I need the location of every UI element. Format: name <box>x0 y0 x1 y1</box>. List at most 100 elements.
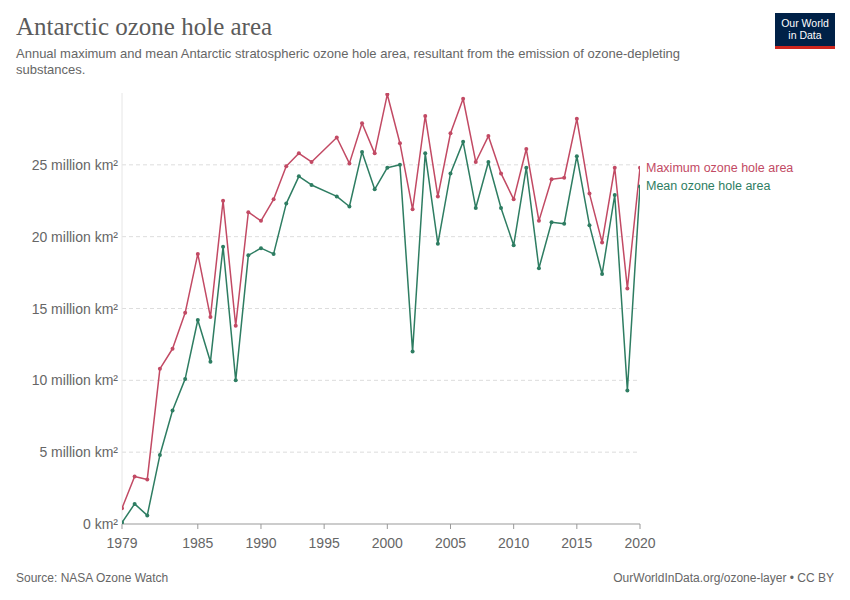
x-tick-label: 1985 <box>182 535 213 551</box>
logo-text: in Data <box>788 29 821 41</box>
y-axis: 0 km²5 million km²10 million km²15 milli… <box>32 93 640 532</box>
series-point <box>234 378 238 382</box>
source: Source: NASA Ozone Watch <box>16 571 168 585</box>
series-point <box>158 367 162 371</box>
series-point <box>272 197 276 201</box>
series-point <box>398 141 402 145</box>
chart: Antarctic ozone hole areaAnnual maximum … <box>0 0 850 600</box>
series-point <box>625 286 629 290</box>
series-point <box>133 475 137 479</box>
x-tick-label: 2005 <box>435 535 466 551</box>
series-point <box>486 160 490 164</box>
series-point <box>385 166 389 170</box>
series-point <box>347 204 351 208</box>
series-point <box>562 176 566 180</box>
y-axis-line <box>122 93 123 524</box>
series-line <box>122 142 640 523</box>
series-point <box>196 318 200 322</box>
series-point <box>613 193 617 197</box>
logo-stripe <box>775 46 835 49</box>
series-point <box>259 246 263 250</box>
series-point <box>385 93 389 96</box>
series-point <box>246 210 250 214</box>
grid-line <box>122 164 640 165</box>
credit: OurWorldInData.org/ozone-layer • CC BY <box>613 571 834 585</box>
series-point <box>133 502 137 506</box>
legend-label: Maximum ozone hole area <box>646 161 793 175</box>
x-tick <box>197 524 198 529</box>
x-tick <box>387 524 388 529</box>
series-point <box>448 171 452 175</box>
series-point <box>373 187 377 191</box>
series-point <box>474 160 478 164</box>
series-point <box>171 409 175 413</box>
grid-line <box>122 380 640 381</box>
series-point <box>183 311 187 315</box>
series-point <box>486 134 490 138</box>
grid-line <box>122 308 640 309</box>
series-point <box>183 377 187 381</box>
series-point <box>537 266 541 270</box>
series-point <box>411 350 415 354</box>
legend-label: Mean ozone hole area <box>646 179 770 193</box>
y-tick-label: 5 million km² <box>39 444 118 460</box>
series-point <box>284 164 288 168</box>
x-axis: 197919851990199520002005201020152020 <box>106 524 655 551</box>
x-tick-label: 1995 <box>309 535 340 551</box>
series-point <box>246 253 250 257</box>
legend: Maximum ozone hole area Mean ozone hole a… <box>646 161 793 194</box>
series-point <box>310 183 314 187</box>
series-point <box>145 477 149 481</box>
series-point <box>512 197 516 201</box>
series-point <box>448 131 452 135</box>
series-line <box>122 94 640 508</box>
series-point <box>436 194 440 198</box>
x-tick <box>640 524 641 529</box>
series-point <box>171 347 175 351</box>
subtitle-line: substances. <box>16 62 85 77</box>
series-point <box>196 252 200 256</box>
series-point <box>411 207 415 211</box>
series-point <box>600 240 604 244</box>
grid-line <box>122 236 640 237</box>
subtitle-line: Annual maximum and mean Antarctic strato… <box>16 46 680 61</box>
series-point <box>512 243 516 247</box>
series-point <box>335 194 339 198</box>
series-point <box>537 219 541 223</box>
x-tick-label: 2000 <box>372 535 403 551</box>
y-tick-label: 15 million km² <box>32 301 119 317</box>
series-point <box>297 151 301 155</box>
x-tick-label: 2010 <box>498 535 529 551</box>
x-tick-label: 1979 <box>106 535 137 551</box>
series-point <box>550 177 554 181</box>
series-point <box>221 199 225 203</box>
series-point <box>587 192 591 196</box>
series-point <box>423 114 427 118</box>
x-tick <box>450 524 451 529</box>
series-point <box>272 252 276 256</box>
x-tick <box>576 524 577 529</box>
x-axis-line <box>122 524 640 525</box>
x-tick <box>260 524 261 529</box>
series-point <box>234 324 238 328</box>
series-point <box>625 388 629 392</box>
x-tick-label: 2015 <box>561 535 592 551</box>
series-point <box>600 272 604 276</box>
x-tick-label: 1990 <box>245 535 276 551</box>
series-point <box>347 161 351 165</box>
series-point <box>145 513 149 517</box>
series-point <box>638 166 640 170</box>
series-point <box>575 117 579 121</box>
logo-text: Our World <box>781 17 829 29</box>
series-point <box>524 147 528 151</box>
series-point <box>360 150 364 154</box>
subtitle: Annual maximum and mean Antarctic strato… <box>16 46 680 77</box>
series-point <box>474 206 478 210</box>
x-tick <box>324 524 325 529</box>
series-point <box>587 223 591 227</box>
series-point <box>259 219 263 223</box>
series-point <box>613 166 617 170</box>
series-point <box>423 151 427 155</box>
series-point <box>158 453 162 457</box>
series-point <box>524 166 528 170</box>
